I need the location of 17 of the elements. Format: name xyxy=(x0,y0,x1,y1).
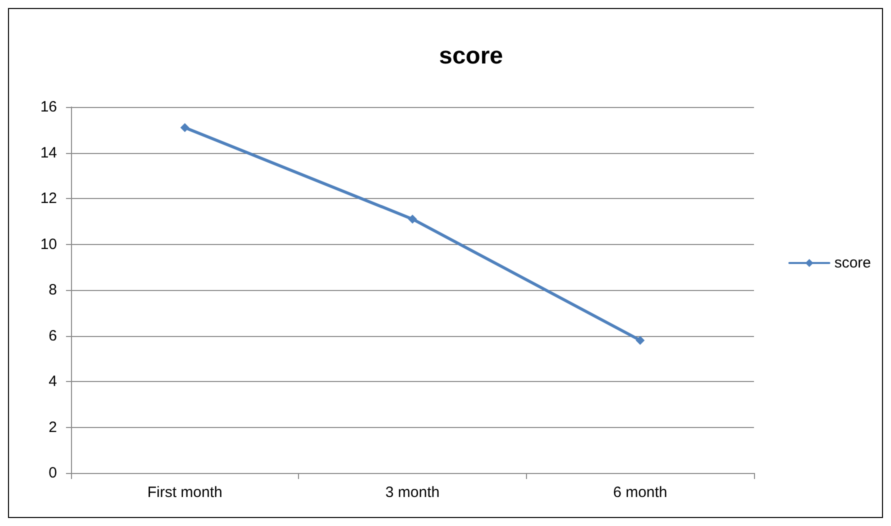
legend-label: score xyxy=(834,254,872,272)
chart-title: score xyxy=(438,42,504,70)
y-tick-label: 12 xyxy=(40,190,57,207)
y-tick-label: 4 xyxy=(48,373,57,390)
y-tick-label: 16 xyxy=(40,98,57,116)
point xyxy=(408,214,417,224)
x-tick-label: 6 month xyxy=(613,484,668,501)
y-tick-label: 2 xyxy=(48,418,57,436)
y-tick-label: 10 xyxy=(40,236,57,253)
y-tick-label: 0 xyxy=(48,464,57,482)
y-tick-label: 14 xyxy=(40,144,57,162)
x-tick-label: First month xyxy=(147,484,222,501)
x-tick-label: 3 month xyxy=(385,484,440,501)
y-tick-label: 8 xyxy=(48,282,57,298)
point xyxy=(636,336,645,345)
y-tick-label: 6 xyxy=(48,327,57,344)
point xyxy=(180,123,190,132)
